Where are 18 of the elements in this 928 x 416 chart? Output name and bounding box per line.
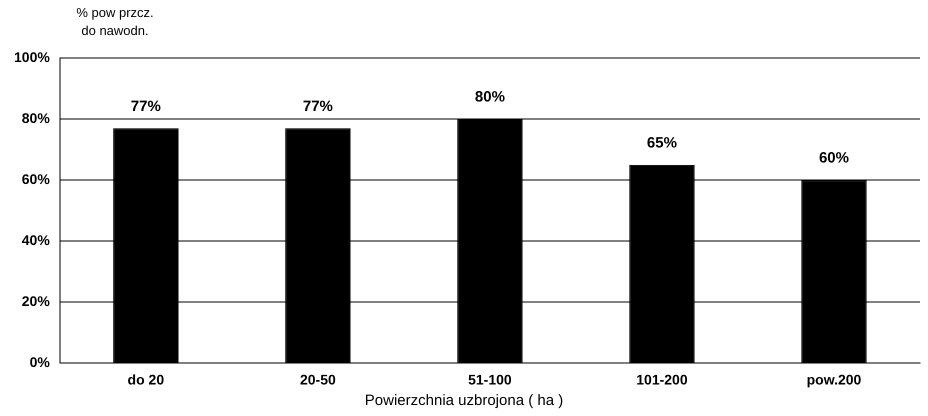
- y-tick-label: 20%: [22, 293, 50, 310]
- y-tick-label: 80%: [22, 110, 50, 126]
- y-axis-title: % pow przcz. do nawodn.: [75, 4, 155, 40]
- data-label: 77%: [130, 98, 161, 115]
- x-tick-label: 51-100: [468, 371, 512, 388]
- x-tick-label: 20-50: [300, 371, 336, 388]
- x-tick-label: pow.200: [806, 371, 862, 388]
- data-label: 65%: [646, 134, 677, 152]
- data-label: 80%: [474, 88, 505, 106]
- data-label: 60%: [818, 150, 849, 167]
- data-label: 77%: [302, 98, 333, 115]
- y-tick-label: 0%: [30, 354, 50, 370]
- y-tick-label: 100%: [14, 48, 50, 65]
- x-tick-label: 101-200: [636, 371, 688, 388]
- y-tick-label: 40%: [22, 232, 50, 248]
- x-tick-label: do 20: [128, 371, 164, 388]
- y-tick-label: 60%: [22, 170, 50, 187]
- x-axis-title: Powierzchnia uzbrojona ( ha ): [364, 392, 564, 409]
